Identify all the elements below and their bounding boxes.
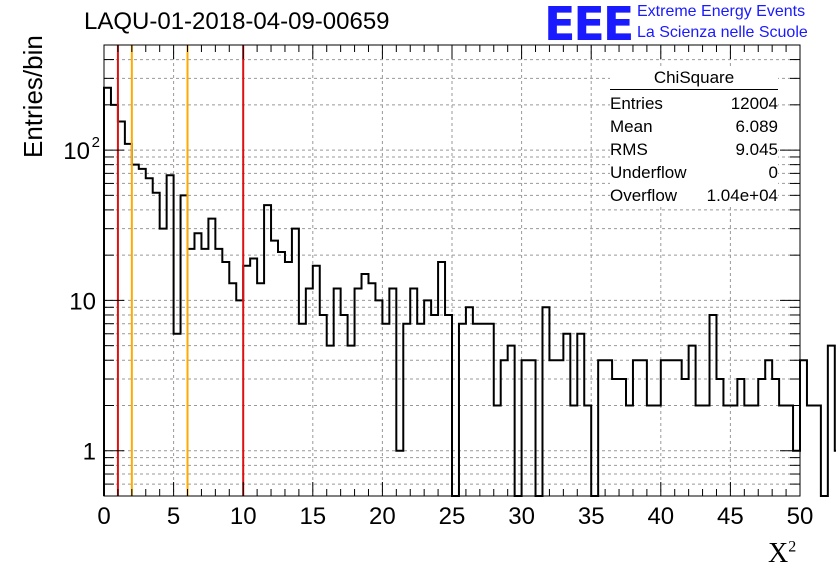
axis-ticks: [103, 44, 801, 497]
x-axis-label: X2: [768, 538, 796, 570]
stats-row: Mean 6.089: [610, 115, 778, 138]
stats-label: Underflow: [610, 163, 687, 182]
histogram: [103, 86, 836, 497]
x-tick-label: 20: [369, 503, 396, 530]
stats-value: 1.04e+04: [706, 186, 778, 205]
chart-title: LAQU-01-2018-04-09-00659: [84, 8, 390, 35]
stats-row: Underflow 0: [610, 161, 778, 184]
stats-value: 9.045: [735, 140, 778, 159]
stats-value: 0: [768, 163, 778, 182]
eee-logo: EEE: [544, 0, 634, 51]
histogram-outline: [103, 86, 836, 497]
stats-row: Overflow 1.04e+04: [610, 184, 778, 207]
x-tick-label: 10: [230, 503, 257, 530]
logo-tagline-1: Extreme Energy Events: [637, 3, 806, 20]
stats-label: Entries: [610, 94, 663, 113]
y-tick-label-exponent: 2: [92, 134, 100, 151]
x-tick-label: 45: [717, 503, 744, 530]
y-tick-label: 10: [63, 138, 90, 165]
x-tick-label: 25: [439, 503, 466, 530]
y-tick-label: 10: [69, 288, 96, 315]
x-tick-label: 0: [97, 503, 110, 530]
stats-row: RMS 9.045: [610, 138, 778, 161]
x-tick-label: 40: [647, 503, 674, 530]
stats-label: Overflow: [610, 186, 678, 205]
x-tick-label: 5: [167, 503, 180, 530]
stats-value: 6.089: [735, 117, 778, 136]
stats-title: ChiSquare: [610, 68, 778, 90]
x-tick-label: 50: [787, 503, 814, 530]
stats-label: RMS: [610, 140, 648, 159]
logo-tagline-2: La Scienza nelle Scuole: [637, 24, 808, 41]
stats-row: Entries 12004: [610, 92, 778, 115]
stats-box: ChiSquare Entries 12004 Mean 6.089 RMS 9.04…: [610, 68, 778, 207]
x-axis-label-superscript: 2: [788, 538, 797, 556]
x-tick-label: 30: [508, 503, 535, 530]
stats-value: 12004: [730, 94, 778, 113]
x-tick-label: 35: [578, 503, 605, 530]
x-tick-label: 15: [299, 503, 326, 530]
y-tick-label: 1: [83, 439, 96, 466]
x-axis-label-base: X: [768, 538, 789, 569]
cut-lines: [116, 45, 245, 496]
y-axis-label: Entries/bin: [18, 35, 48, 158]
stats-label: Mean: [610, 117, 653, 136]
